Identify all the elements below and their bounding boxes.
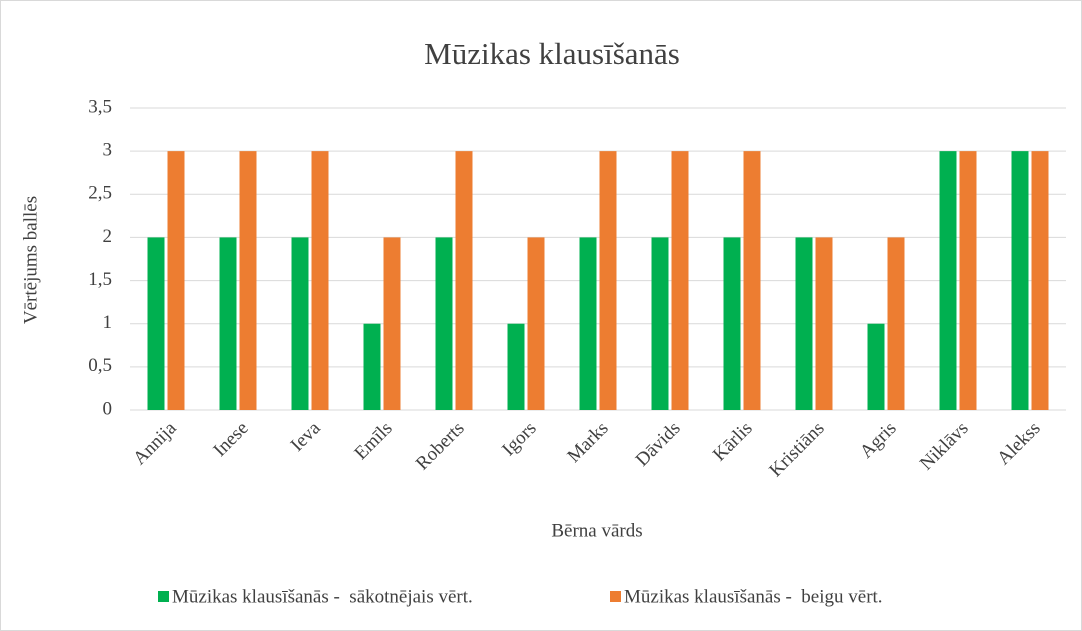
y-tick-label: 0,5 xyxy=(88,355,112,376)
y-tick-label: 2 xyxy=(103,226,113,247)
bar xyxy=(239,151,257,410)
legend-swatch xyxy=(610,591,621,602)
bar xyxy=(651,237,669,410)
bar xyxy=(527,237,545,410)
bar xyxy=(939,151,957,410)
bar xyxy=(867,323,885,410)
bar xyxy=(887,237,905,410)
y-tick-label: 3 xyxy=(103,140,113,161)
chart-title: Mūzikas klausīšanās xyxy=(424,36,680,71)
bar xyxy=(291,237,309,410)
bar xyxy=(435,237,453,410)
bar xyxy=(743,151,761,410)
bar xyxy=(723,237,741,410)
y-tick-label: 1 xyxy=(103,312,113,333)
y-axis-title: Vērtējums ballēs xyxy=(20,196,41,324)
bar xyxy=(795,237,813,410)
bar xyxy=(1031,151,1049,410)
bar xyxy=(507,323,525,410)
y-tick-label: 0 xyxy=(103,398,113,419)
bar xyxy=(455,151,473,410)
bar xyxy=(959,151,977,410)
bar xyxy=(363,323,381,410)
y-tick-label: 3,5 xyxy=(88,96,112,117)
bar xyxy=(815,237,833,410)
bar xyxy=(167,151,185,410)
bar xyxy=(383,237,401,410)
legend-swatch xyxy=(158,591,169,602)
legend-label: Mūzikas klausīšanās - sākotnējais vērt. xyxy=(172,586,473,607)
bar xyxy=(219,237,237,410)
y-tick-label: 1,5 xyxy=(88,269,112,290)
bar xyxy=(671,151,689,410)
bar xyxy=(147,237,165,410)
bar xyxy=(311,151,329,410)
bar xyxy=(599,151,617,410)
legend-label: Mūzikas klausīšanās - beigu vērt. xyxy=(624,586,883,607)
bar xyxy=(579,237,597,410)
x-axis-title: Bērna vārds xyxy=(551,520,642,541)
bar xyxy=(1011,151,1029,410)
y-tick-label: 2,5 xyxy=(88,183,112,204)
